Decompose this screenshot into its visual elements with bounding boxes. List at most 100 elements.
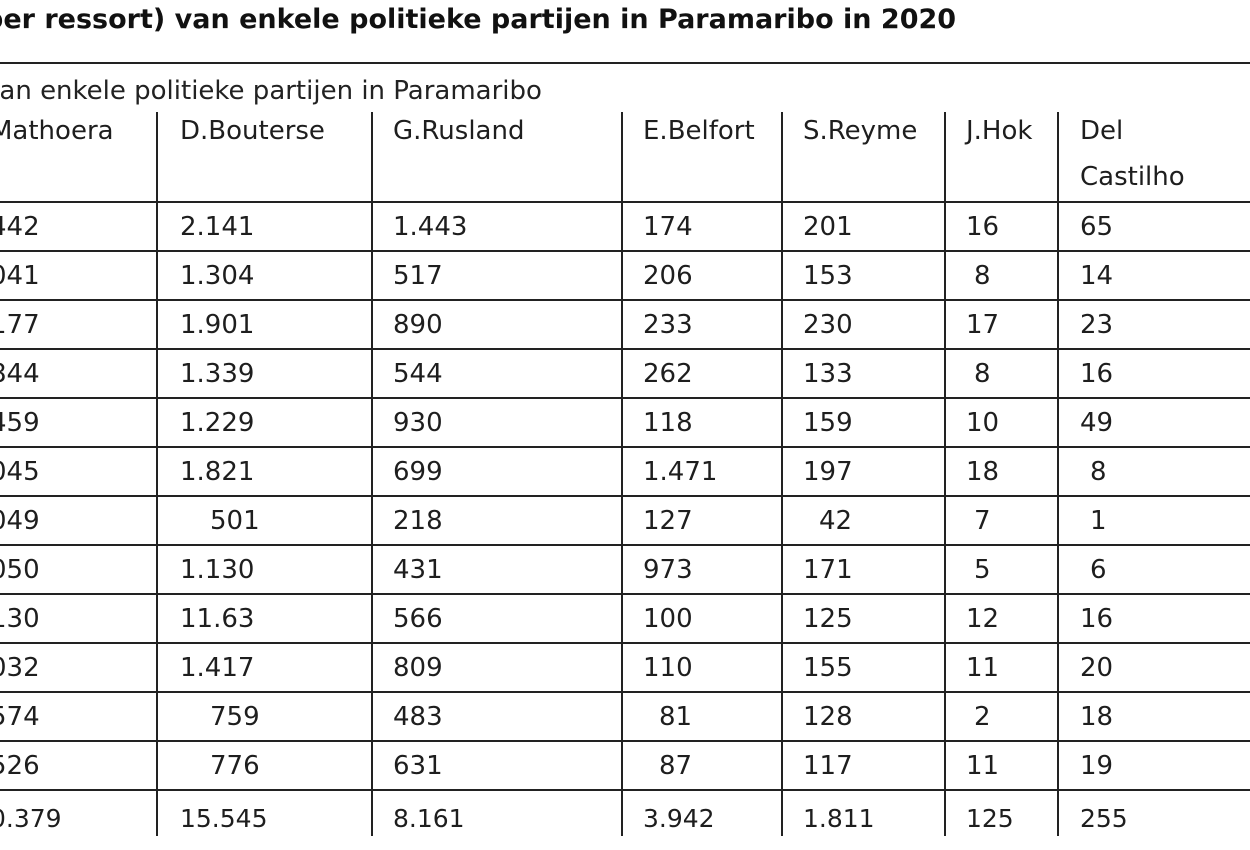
table-heading: per ressort) van enkele politieke partij… [0,0,1250,40]
table-cell: 759 [210,702,260,732]
table-cell: 973 [643,555,693,585]
table-cell: 526 [0,751,40,781]
table-cell: 2 [974,702,991,732]
table-cell: 501 [210,506,260,536]
total-cell: 255 [1080,804,1128,833]
column-divider [371,112,373,836]
table-cell: 442 [0,212,40,242]
row-divider [0,642,1250,644]
table-cell: 20 [1080,653,1114,683]
table-cell: 133 [803,359,853,389]
column-divider [621,112,623,836]
column-header: S.Reyme [803,116,918,146]
table-caption: van enkele politieke partijen in Paramar… [0,62,1250,114]
table-cell: 050 [0,555,40,585]
table-cell: 118 [643,408,693,438]
row-divider [0,299,1250,301]
table-cell: 776 [210,751,260,781]
table-cell: 2.141 [180,212,255,242]
heading-text: per ressort) van enkele politieke partij… [0,4,957,35]
table-cell: 1.471 [643,457,718,487]
table-cell: 699 [393,457,443,487]
table-cell: 16 [966,212,1000,242]
row-divider [0,740,1250,742]
table-cell: 8 [1090,457,1107,487]
table-cell: 566 [393,604,443,634]
column-divider [156,112,158,836]
table-cell: 12 [966,604,1000,634]
table-cell: 11 [966,653,1000,683]
table-cell: 049 [0,506,40,536]
table-cell: 517 [393,261,443,291]
table-cell: 177 [0,310,40,340]
table-cell: 127 [643,506,693,536]
table-cell: 1.130 [180,555,255,585]
table-cell: 6 [1090,555,1107,585]
table-cell: 483 [393,702,443,732]
table-cell: 130 [0,604,40,634]
table-cell: 153 [803,261,853,291]
row-divider [0,691,1250,693]
table-cell: 11.63 [180,604,255,634]
table-cell: 11 [966,751,1000,781]
table-cell: 171 [803,555,853,585]
table-cell: 1.901 [180,310,255,340]
table-cell: 110 [643,653,693,683]
column-header: J.Hok [966,116,1033,146]
table-cell: 65 [1080,212,1114,242]
table-cell: 18 [1080,702,1114,732]
column-header: Del Castilho [1080,116,1185,192]
total-cell: 8.161 [393,804,465,833]
table-cell: 809 [393,653,443,683]
row-divider [0,446,1250,448]
table-cell: 930 [393,408,443,438]
table-cell: 262 [643,359,693,389]
table-cell: 045 [0,457,40,487]
table-cell: 18 [966,457,1000,487]
table-cell: 19 [1080,751,1114,781]
table-cell: 49 [1080,408,1114,438]
row-divider [0,495,1250,497]
row-divider [0,544,1250,546]
table-cell: 16 [1080,359,1114,389]
table-cell: 544 [393,359,443,389]
table-cell: 42 [819,506,853,536]
column-divider [781,112,783,836]
table-cell: 7 [974,506,991,536]
column-divider [1057,112,1059,836]
table-cell: 1.443 [393,212,468,242]
table-cell: 197 [803,457,853,487]
table-cell: 100 [643,604,693,634]
table-cell: 1.339 [180,359,255,389]
table-cell: 206 [643,261,693,291]
table-cell: 87 [659,751,693,781]
column-divider [944,112,946,836]
row-divider [0,593,1250,595]
table-cell: 8 [974,359,991,389]
table-cell: 218 [393,506,443,536]
table-cell: 125 [803,604,853,634]
total-cell: 15.545 [180,804,268,833]
table-cell: 844 [0,359,40,389]
table-cell: 14 [1080,261,1114,291]
table-cell: 201 [803,212,853,242]
caption-text: van enkele politieke partijen in Paramar… [0,76,542,106]
table-cell: 81 [659,702,693,732]
total-cell: 0.379 [0,804,62,833]
table-cell: 8 [974,261,991,291]
row-divider [0,348,1250,350]
table-cell: 5 [974,555,991,585]
column-header: E.Belfort [643,116,755,146]
votes-table: Mathoera D.Bouterse G.Rusland E.Belfort S.Re… [0,112,1250,836]
row-divider [0,397,1250,399]
column-header: D.Bouterse [180,116,325,146]
total-cell: 1.811 [803,804,875,833]
column-header: Mathoera [0,116,114,146]
table-cell: 631 [393,751,443,781]
table-cell: 117 [803,751,853,781]
row-divider [0,250,1250,252]
column-header: G.Rusland [393,116,525,146]
total-cell: 125 [966,804,1014,833]
table-cell: 16 [1080,604,1114,634]
table-cell: 1.229 [180,408,255,438]
